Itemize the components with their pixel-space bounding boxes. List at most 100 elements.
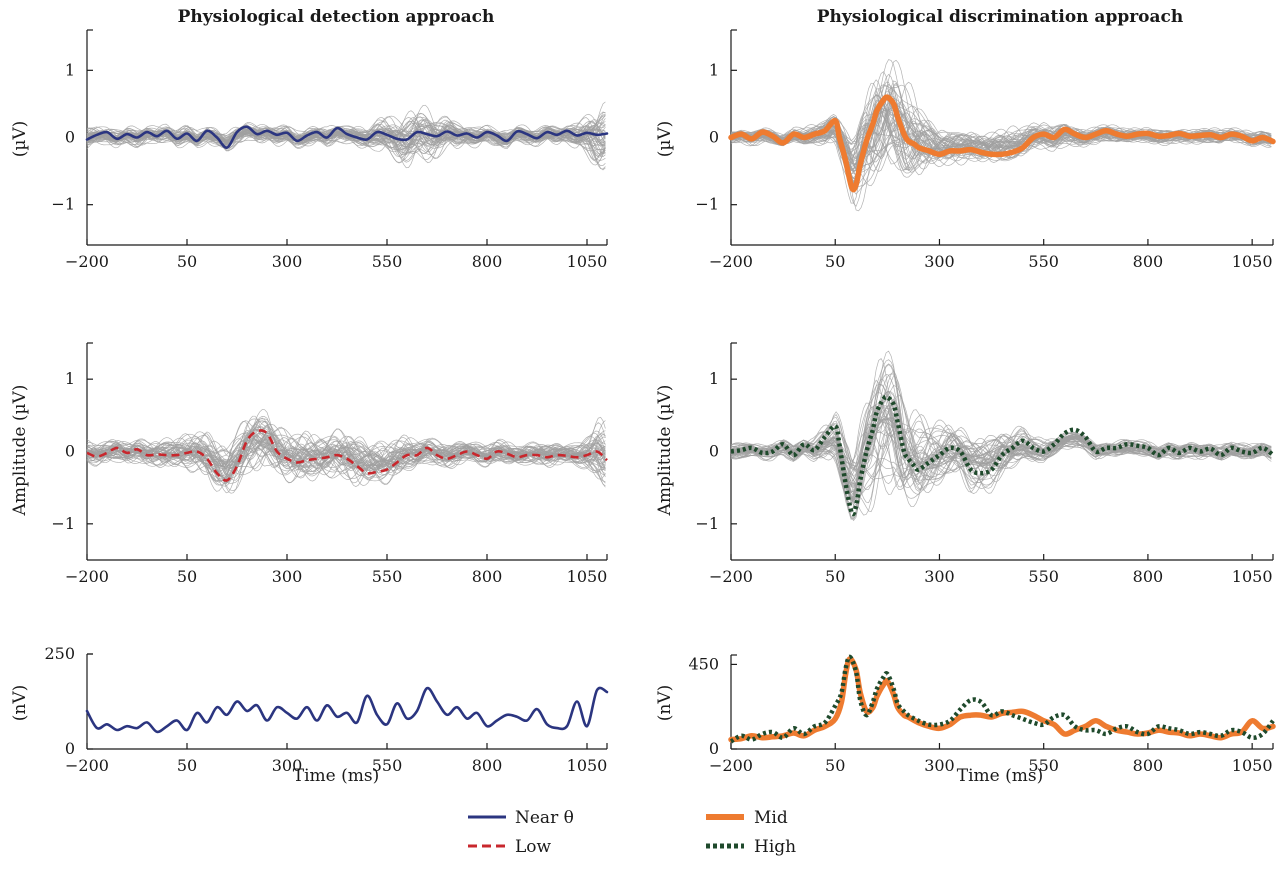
trial-trace — [730, 117, 1272, 171]
x-tick-label: 800 — [472, 756, 503, 775]
title-left: Physiological detection approach — [178, 7, 495, 27]
x-tick-label: 1050 — [567, 252, 608, 271]
trial-traces — [86, 409, 606, 494]
ylabel-top-left: (µV) — [10, 121, 30, 158]
trial-trace — [730, 364, 1272, 501]
x-tick-label: 300 — [924, 756, 955, 775]
trial-trace — [730, 383, 1272, 495]
legend-label-low: Low — [515, 837, 552, 857]
x-tick-label: 1050 — [567, 756, 608, 775]
panel-top-left: −200 50 300 550 800 1050 −1 0 1 — [51, 29, 609, 271]
ylabel-mid-right: Amplitude (µV) — [655, 385, 675, 517]
ylabel-mid-left: Amplitude (µV) — [10, 385, 30, 517]
panel-bottom-left: −200 50 300 550 800 1050 0 250 — [44, 644, 609, 775]
x-tick-label: 800 — [472, 567, 503, 586]
x-tick-label: 1050 — [1232, 252, 1273, 271]
x-tick-label: 300 — [272, 567, 303, 586]
trial-trace — [86, 118, 606, 149]
legend-item-low: Low — [468, 837, 552, 857]
trial-trace — [730, 116, 1272, 171]
series-line-low — [86, 429, 608, 482]
y-tick-label: 0 — [65, 128, 75, 147]
x-tick-label: 1050 — [567, 567, 608, 586]
trial-trace — [730, 405, 1272, 504]
trial-trace — [86, 123, 606, 154]
title-right: Physiological discrimination approach — [817, 7, 1184, 27]
trial-trace — [730, 379, 1272, 491]
trial-trace — [86, 417, 606, 484]
x-tick-label: 800 — [1133, 252, 1164, 271]
ylabel-top-right: (µV) — [655, 121, 675, 158]
trial-traces — [86, 101, 606, 171]
y-tick-label: 0 — [65, 442, 75, 461]
x-tick-label: 50 — [825, 567, 845, 586]
trial-trace — [730, 359, 1272, 505]
legend-item-near: Near θ — [468, 808, 574, 828]
series-line-mid — [728, 94, 1276, 193]
xlabel-bottom-right: Time (ms) — [957, 766, 1043, 786]
legend-label-mid: Mid — [754, 808, 788, 828]
trial-trace — [730, 105, 1272, 188]
x-tick-label: −200 — [709, 252, 753, 271]
x-tick-label: 300 — [272, 756, 303, 775]
x-tick-label: −200 — [709, 567, 753, 586]
x-tick-label: 50 — [177, 567, 197, 586]
x-tick-label: −200 — [65, 756, 109, 775]
x-tick-label: 550 — [1028, 756, 1059, 775]
x-tick-label: 300 — [272, 252, 303, 271]
x-tick-label: 800 — [472, 252, 503, 271]
x-tick-label: 800 — [1133, 567, 1164, 586]
x-tick-label: 50 — [825, 252, 845, 271]
y-tick-label: 1 — [65, 369, 75, 388]
trial-trace — [730, 373, 1272, 499]
x-tick-label: 550 — [1028, 567, 1059, 586]
series-line-mid — [728, 656, 1276, 743]
x-tick-label: −200 — [65, 567, 109, 586]
legend-label-near: Near θ — [515, 808, 574, 828]
xlabel-bottom-left: Time (ms) — [293, 766, 379, 786]
x-tick-label: 50 — [177, 252, 197, 271]
x-tick-label: 1050 — [1232, 756, 1273, 775]
series-line-near — [85, 686, 609, 734]
y-tick-label: 1 — [709, 369, 719, 388]
y-tick-label: 250 — [44, 644, 75, 663]
panels: −200 50 300 550 800 1050−101−200 50 300 550 800 10… — [44, 29, 1276, 775]
trial-trace — [86, 440, 606, 469]
y-tick-label: 1 — [709, 60, 719, 79]
x-tick-label: 50 — [825, 756, 845, 775]
trial-trace — [86, 423, 606, 494]
trial-traces — [730, 350, 1272, 522]
y-tick-label: 0 — [709, 739, 719, 758]
ylabel-bottom-left: (nV) — [10, 685, 30, 722]
y-tick-label: 0 — [65, 739, 75, 758]
trial-trace — [730, 59, 1272, 186]
legend-item-high: High — [706, 837, 796, 857]
y-tick-label: 0 — [709, 442, 719, 461]
x-tick-label: 800 — [1133, 756, 1164, 775]
trial-trace — [86, 112, 606, 148]
y-tick-label: −1 — [695, 195, 719, 214]
trial-trace — [730, 357, 1272, 493]
x-tick-label: 550 — [372, 756, 403, 775]
panel-bottom-right: −200 50 300 550 800 1050 0 450 — [688, 654, 1276, 775]
x-tick-label: 1050 — [1232, 567, 1273, 586]
x-tick-label: 550 — [372, 252, 403, 271]
series-line-high — [729, 654, 1275, 744]
y-tick-label: 0 — [709, 128, 719, 147]
trial-trace — [730, 369, 1272, 514]
panel-mid-right: −200 50 300 550 800 1050 −1 0 1 — [695, 342, 1275, 586]
x-tick-label: 550 — [1028, 252, 1059, 271]
trial-trace — [730, 421, 1272, 507]
x-tick-label: 50 — [177, 756, 197, 775]
x-tick-label: 300 — [924, 252, 955, 271]
x-tick-label: 550 — [372, 567, 403, 586]
trial-trace — [730, 90, 1272, 161]
panel-mid-left: −200 50 300 550 800 1050 −1 0 1 — [51, 342, 608, 586]
x-tick-label: −200 — [65, 252, 109, 271]
y-tick-label: 450 — [688, 654, 719, 673]
trial-trace — [730, 407, 1272, 494]
ylabel-bottom-right: (nV) — [655, 685, 675, 722]
trial-trace — [86, 418, 606, 487]
series-line-near — [85, 125, 609, 149]
